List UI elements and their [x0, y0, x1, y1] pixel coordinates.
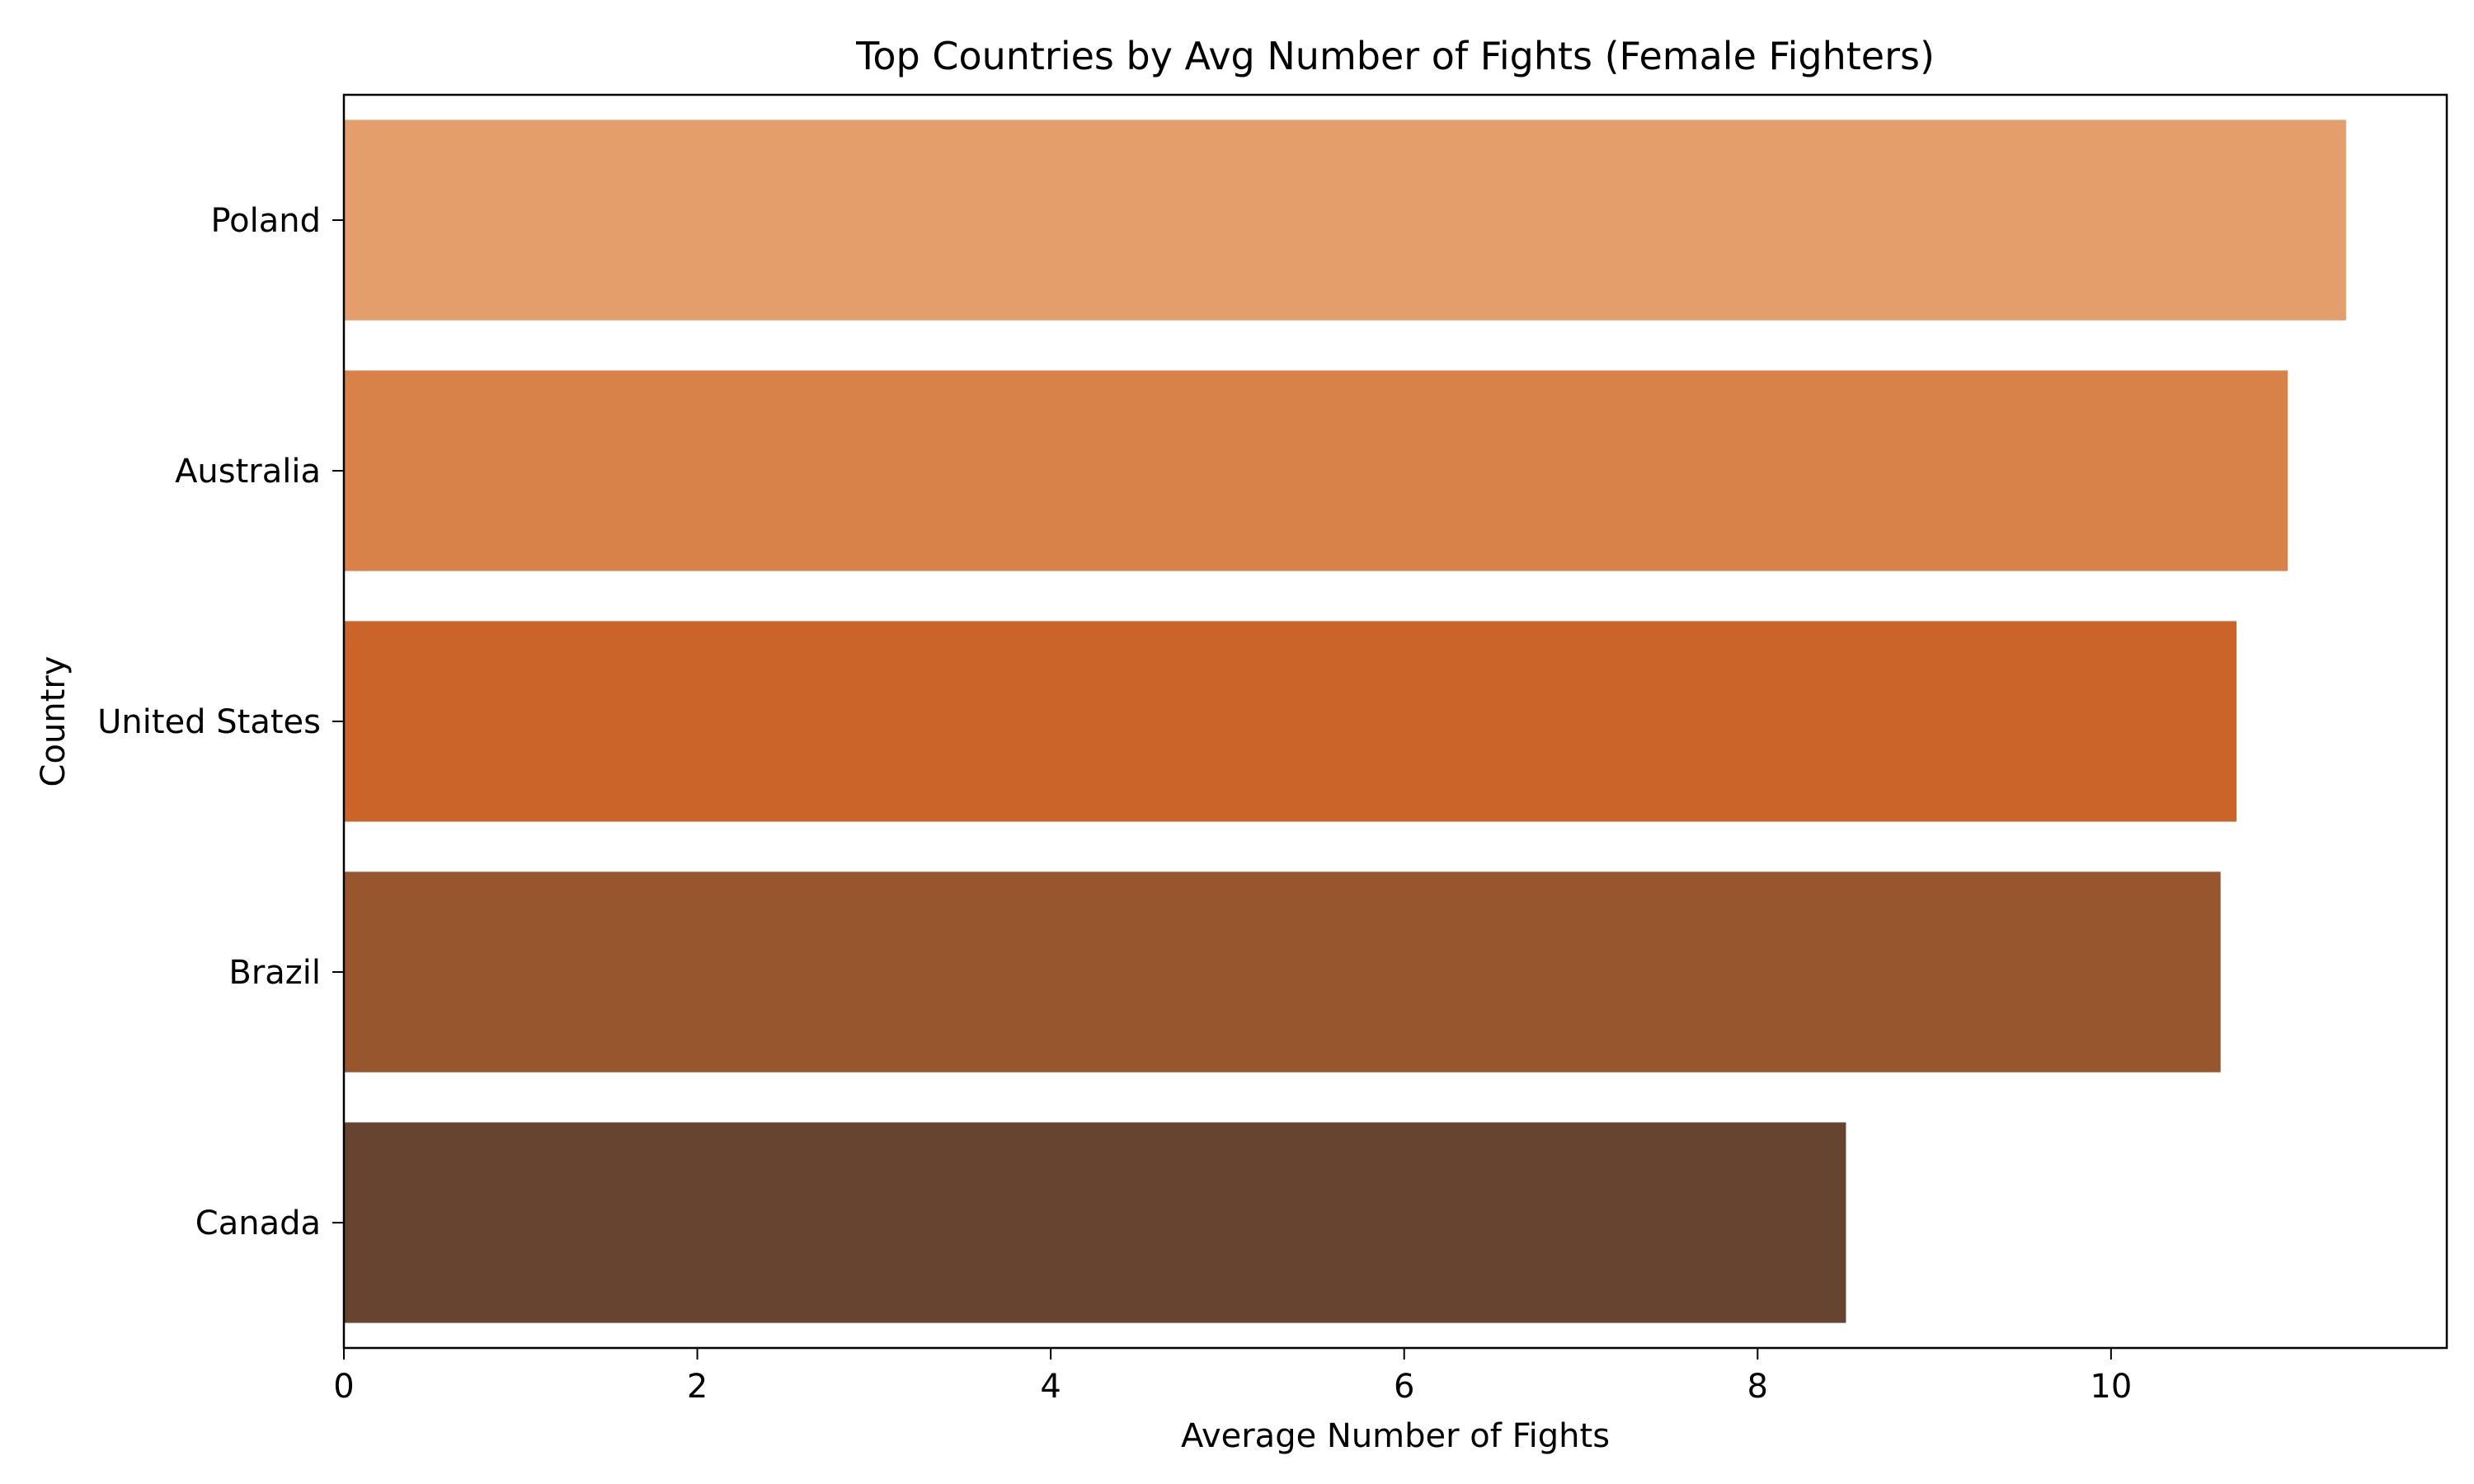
plot-frame [342, 93, 2448, 1350]
y-tick-label-brazil: Brazil [228, 954, 321, 992]
x-axis-label: Average Number of Fights [1181, 1417, 1610, 1455]
bar-australia [344, 370, 2288, 571]
y-tick-label-united-states: United States [97, 703, 321, 741]
bars-layer [344, 120, 2346, 1323]
y-axis-label: Country [35, 656, 73, 787]
x-tick-label-2: 2 [687, 1368, 708, 1406]
bar-brazil [344, 871, 2221, 1073]
y-tick-label-australia: Australia [175, 453, 321, 491]
x-tick-label-6: 6 [1394, 1368, 1414, 1406]
x-tick-label-0: 0 [333, 1368, 354, 1406]
axes-layer: Poland Australia United States Brazil Canada… [97, 93, 2448, 1406]
chart-title: Top Countries by Avg Number of Fights (F… [855, 34, 1935, 78]
x-tick-label-8: 8 [1747, 1368, 1768, 1406]
bar-united-states [344, 621, 2236, 822]
y-tick-label-poland: Poland [210, 202, 321, 240]
bar-poland [344, 120, 2346, 321]
y-tick-label-canada: Canada [195, 1205, 321, 1242]
x-tick-label-10: 10 [2090, 1368, 2132, 1406]
bar-canada [344, 1122, 1846, 1323]
x-tick-label-4: 4 [1040, 1368, 1061, 1406]
